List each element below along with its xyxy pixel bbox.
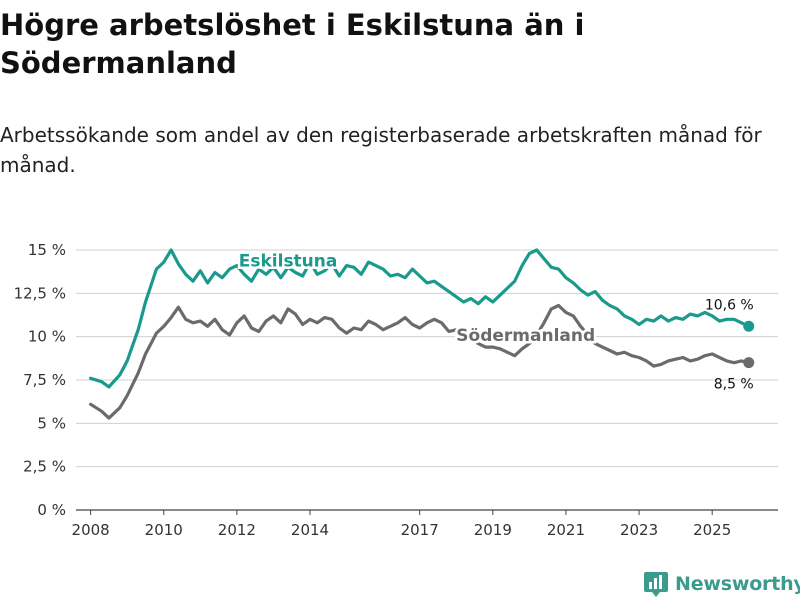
series-line-sodermanland [89,303,751,420]
x-tick-label: 2019 [474,521,512,539]
y-tick-label: 7,5 % [23,371,66,389]
x-tick-label: 2012 [218,521,256,539]
end-label-sodermanland: 8,5 % [714,377,754,393]
y-tick-label: 2,5 % [23,458,66,476]
chart-subtitle: Arbetssökande som andel av den registerb… [0,123,762,177]
series-line-eskilstuna [89,248,751,389]
y-tick-label: 15 % [28,241,66,259]
end-point-sodermanland [743,357,755,369]
y-tick-label: 12,5 % [14,284,66,302]
x-tick-label: 2021 [547,521,585,539]
end-point-eskilstuna [743,320,755,332]
x-tick-label: 2008 [72,521,110,539]
y-tick-label: 10 % [28,328,66,346]
y-tick-label: 0 % [37,501,66,519]
y-tick-label: 5 % [37,414,66,432]
bar-chart-logo-icon [644,572,668,597]
x-tick-label: 2010 [145,521,183,539]
brand-logo: Newsworthy [644,569,800,599]
y-axis-ticks: 0 % 2,5 % 5 % 7,5 % 10 % 12,5 % 15 % [14,241,66,519]
series-label-sodermanland: Södermanland [456,326,595,346]
chart-title: Högre arbetslöshet i Eskilstuna än i Söd… [0,8,585,80]
x-tick-label: 2017 [401,521,439,539]
x-tick-label: 2023 [620,521,658,539]
x-tick-label: 2025 [693,521,731,539]
series-labels: Eskilstuna Södermanland 10,6 % 8,5 % [236,249,754,393]
brand-name: Newsworthy [675,573,800,595]
x-tick-label: 2014 [291,521,329,539]
series-lines [89,248,755,420]
end-label-eskilstuna: 10,6 % [705,297,754,313]
x-axis-ticks: 2008 2010 2012 2014 2017 2019 2021 2023 2025 [72,510,731,539]
line-chart: 0 %2,5 %5 %7,5 %10 %12,5 %15 % 2008 2010 2… [14,241,778,539]
series-label-eskilstuna: Eskilstuna [239,251,338,271]
grid-lines [76,249,778,511]
